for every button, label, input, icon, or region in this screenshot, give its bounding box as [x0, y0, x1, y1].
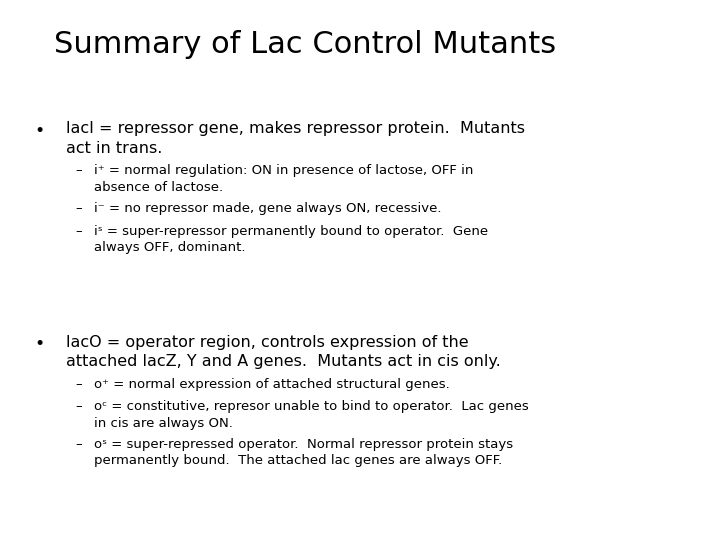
Text: –: –: [76, 202, 82, 215]
Text: i⁺ = normal regulation: ON in presence of lactose, OFF in
absence of lactose.: i⁺ = normal regulation: ON in presence o…: [94, 164, 473, 194]
Text: Summary of Lac Control Mutants: Summary of Lac Control Mutants: [54, 30, 556, 59]
Text: o⁺ = normal expression of attached structural genes.: o⁺ = normal expression of attached struc…: [94, 377, 449, 390]
Text: –: –: [76, 164, 82, 177]
Text: oᶜ = constitutive, represor unable to bind to operator.  Lac genes
in cis are al: oᶜ = constitutive, represor unable to bi…: [94, 400, 528, 430]
Text: –: –: [76, 377, 82, 390]
Text: –: –: [76, 225, 82, 238]
Text: lacO = operator region, controls expression of the
attached lacZ, Y and A genes.: lacO = operator region, controls express…: [66, 335, 501, 369]
Text: –: –: [76, 438, 82, 451]
Text: •: •: [35, 122, 45, 139]
Text: –: –: [76, 400, 82, 414]
Text: •: •: [35, 335, 45, 353]
Text: iˢ = super-repressor permanently bound to operator.  Gene
always OFF, dominant.: iˢ = super-repressor permanently bound t…: [94, 225, 487, 254]
Text: i⁻ = no repressor made, gene always ON, recessive.: i⁻ = no repressor made, gene always ON, …: [94, 202, 441, 215]
Text: lacI = repressor gene, makes repressor protein.  Mutants
act in trans.: lacI = repressor gene, makes repressor p…: [66, 122, 526, 156]
Text: oˢ = super-repressed operator.  Normal repressor protein stays
permanently bound: oˢ = super-repressed operator. Normal re…: [94, 438, 513, 468]
